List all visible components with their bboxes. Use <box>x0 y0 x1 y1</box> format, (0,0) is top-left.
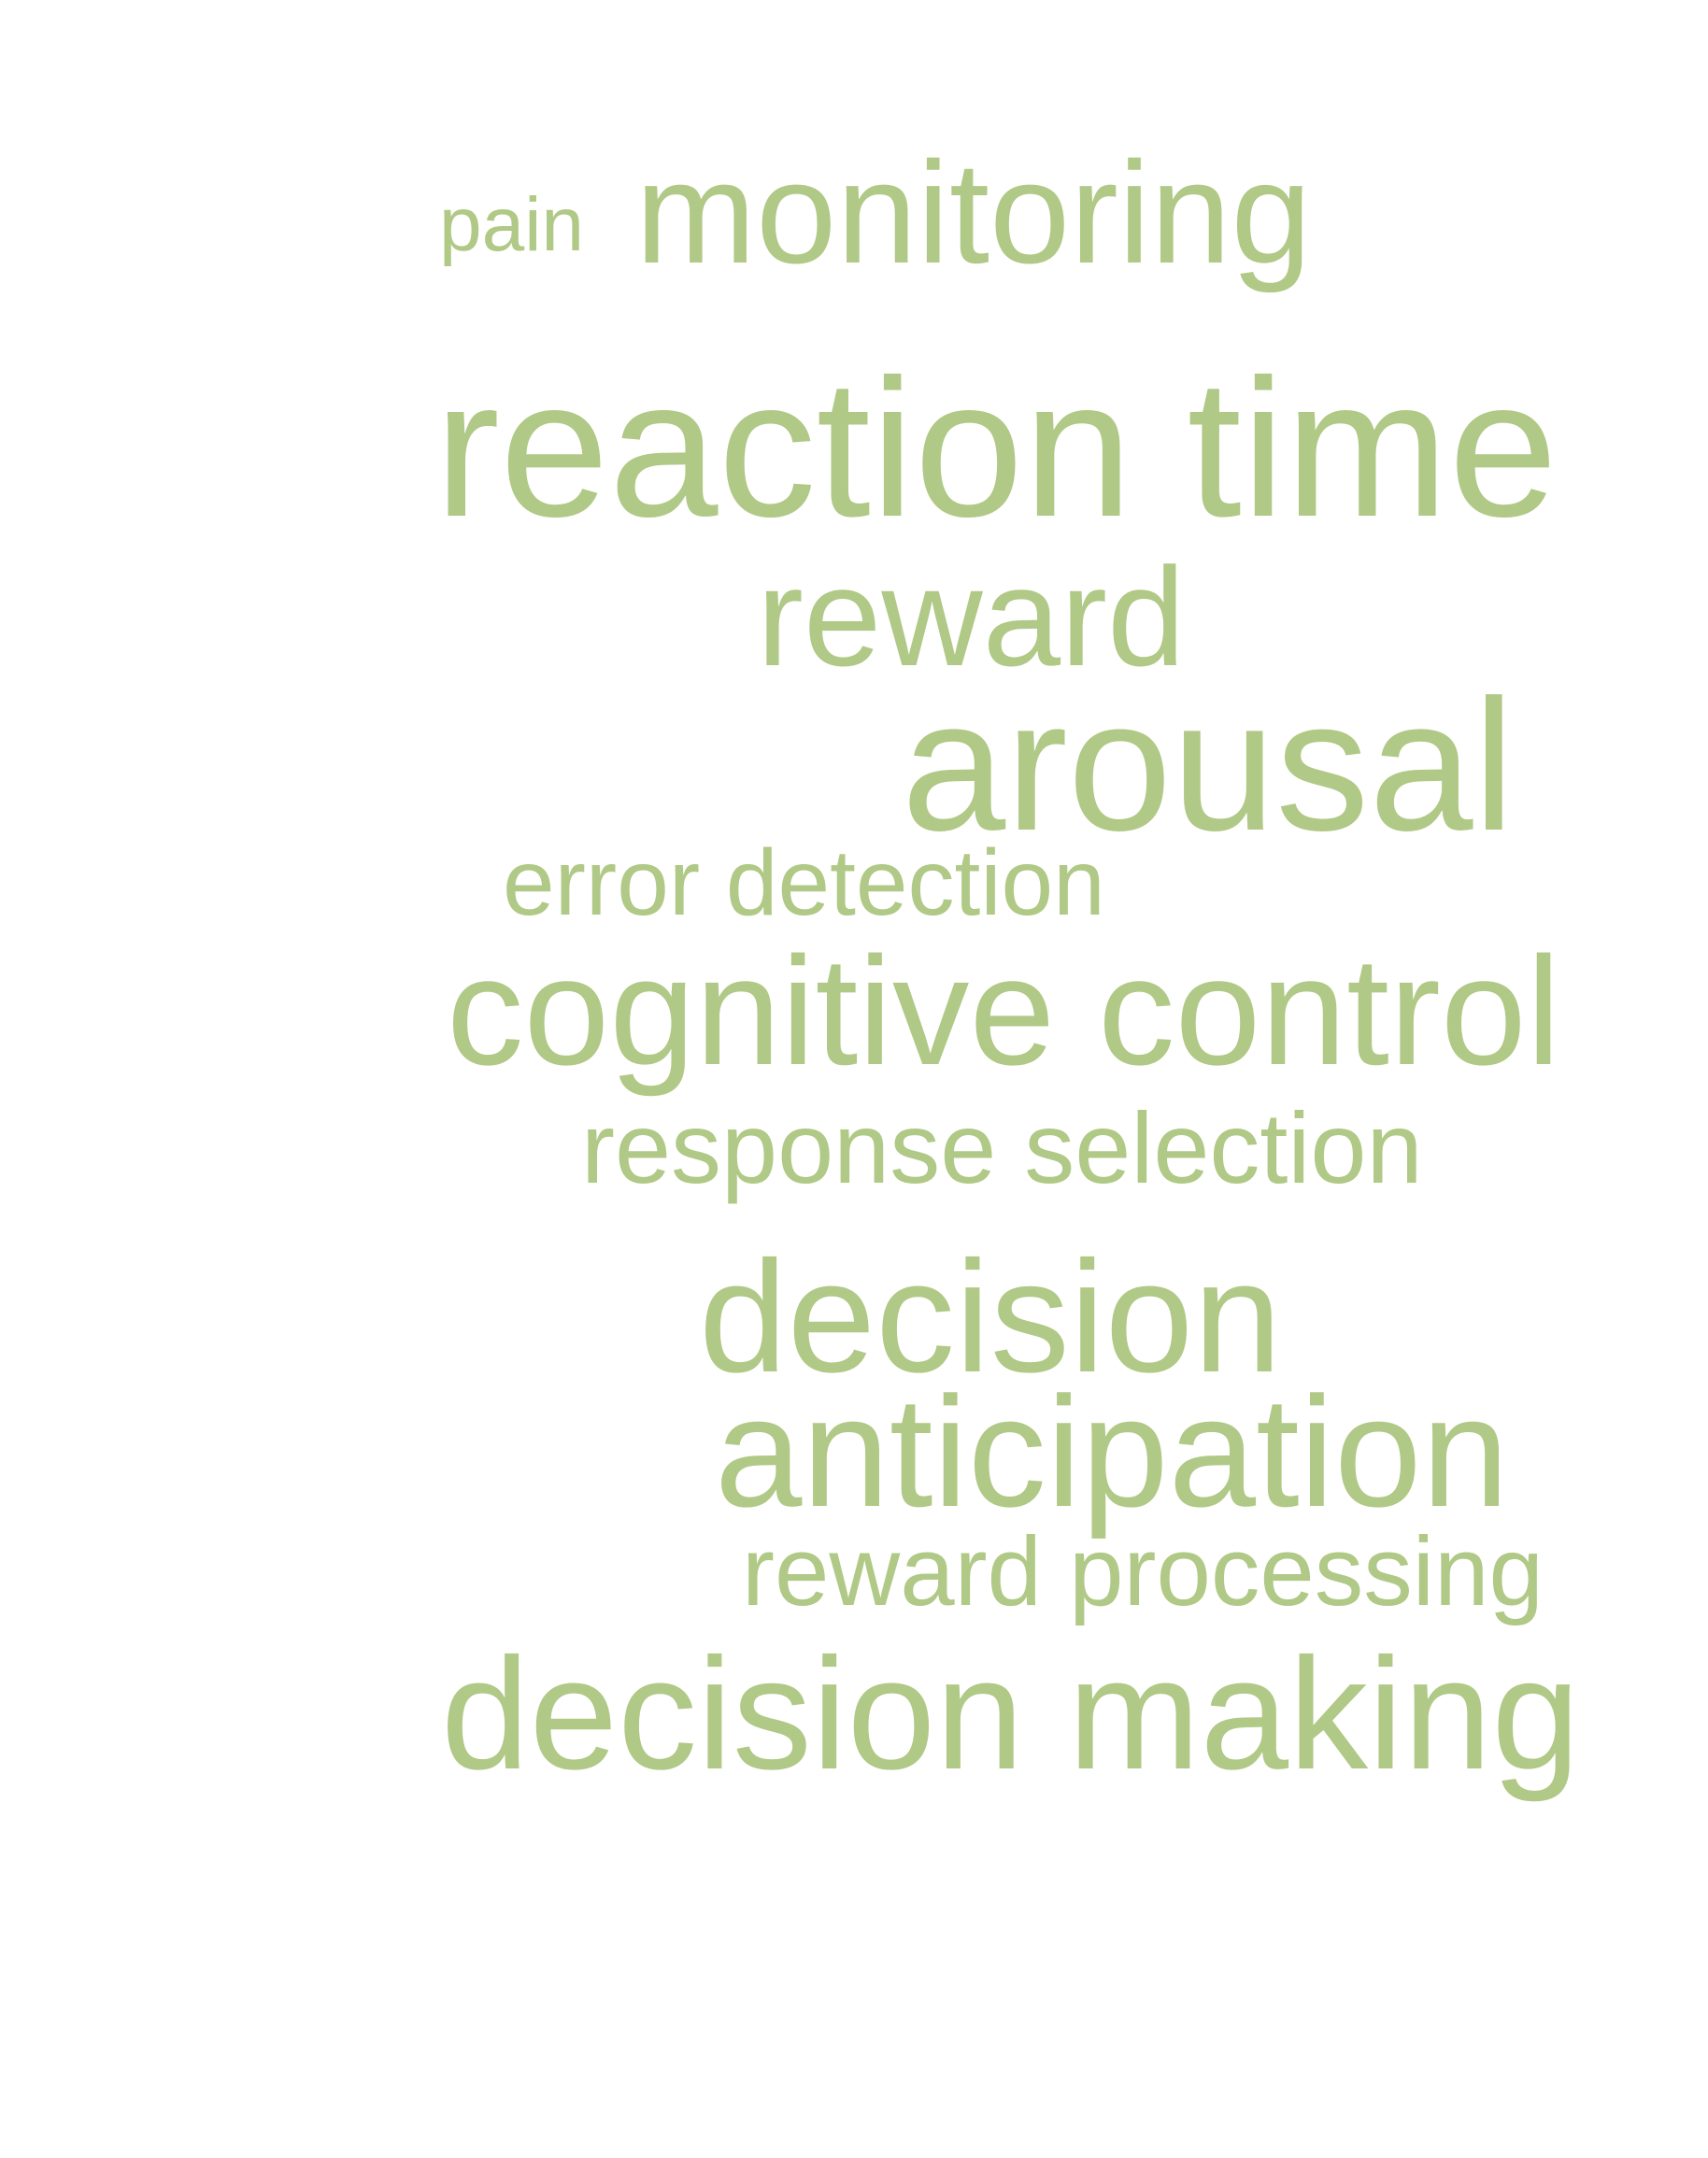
word-monitoring: monitoring <box>635 132 1312 293</box>
word-error-detection: error detection <box>503 831 1105 935</box>
word-decision-making: decision making <box>441 1626 1580 1803</box>
word-response-selection: response selection <box>581 1091 1423 1204</box>
word-anticipation: anticipation <box>715 1364 1509 1540</box>
word-pain: pain <box>439 182 585 267</box>
word-reward-processing: reward processing <box>742 1517 1544 1626</box>
word-reward: reward <box>757 538 1186 695</box>
word-cognitive-control: cognitive control <box>447 925 1561 1097</box>
word-reaction-time: reaction time <box>434 338 1559 558</box>
word-arousal: arousal <box>902 661 1515 870</box>
word-decision: decision <box>699 1228 1282 1406</box>
